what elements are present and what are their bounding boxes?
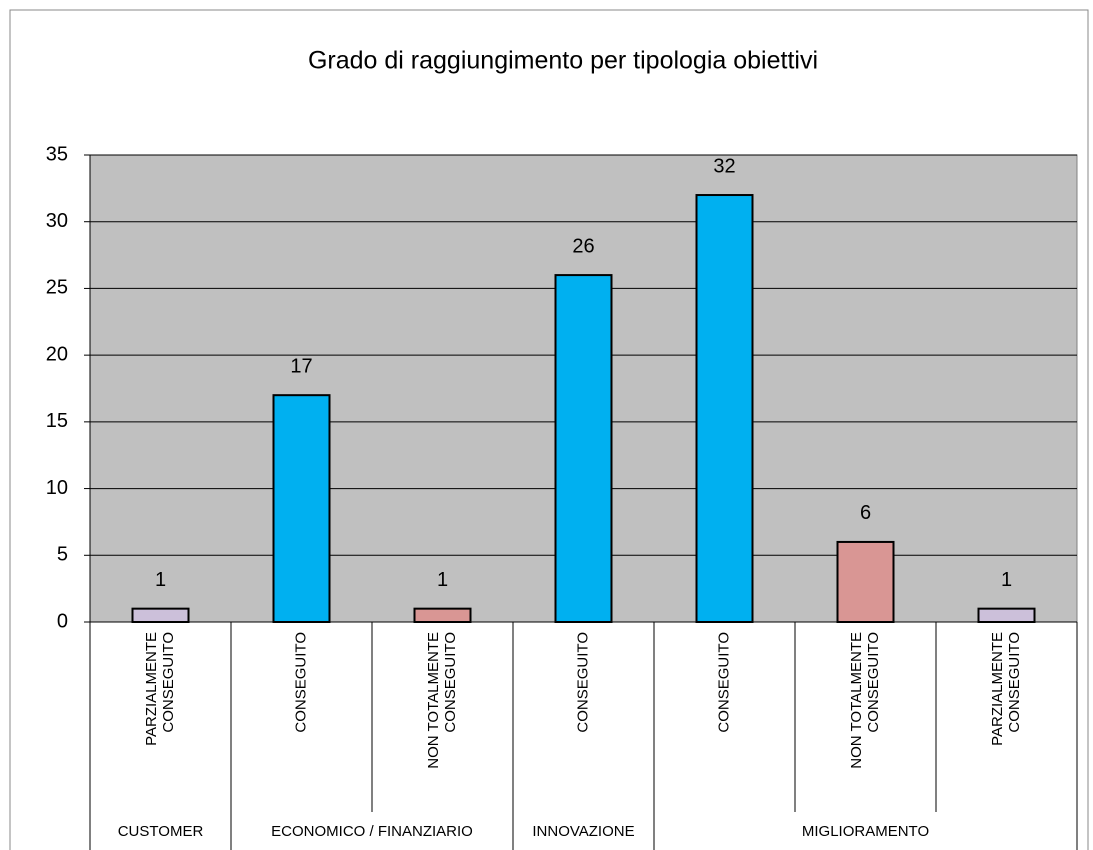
x-tick-label: CONSEGUITO <box>865 632 882 733</box>
data-label: 1 <box>155 569 166 591</box>
y-tick-label: 20 <box>46 343 68 365</box>
bar <box>413 607 472 624</box>
data-label: 26 <box>572 235 594 257</box>
y-tick-label: 25 <box>46 277 68 299</box>
bar <box>695 194 754 623</box>
y-tick-label: 10 <box>46 477 68 499</box>
x-tick-label: CONSEGUITO <box>292 632 309 733</box>
data-label: 1 <box>437 569 448 591</box>
bar <box>272 394 331 623</box>
x-tick-label: CONSEGUITO <box>442 632 459 733</box>
bar <box>131 607 190 624</box>
data-label: 6 <box>860 502 871 524</box>
y-tick-label: 15 <box>46 410 68 432</box>
x-tick-label: PARZIALMENTE <box>989 632 1006 746</box>
x-tick-label: CONSEGUITO <box>715 632 732 733</box>
x-tick-label: NON TOTALMENTE <box>425 632 442 769</box>
x-tick-label: CONSEGUITO <box>1006 632 1023 733</box>
group-label: CUSTOMER <box>118 823 204 840</box>
bar <box>977 607 1036 624</box>
y-tick-label: 35 <box>46 143 68 165</box>
group-label: INNOVAZIONE <box>532 823 634 840</box>
group-label: ECONOMICO / FINANZIARIO <box>271 823 473 840</box>
y-tick-label: 0 <box>57 610 68 632</box>
data-label: 17 <box>290 355 312 377</box>
chart-title: Grado di raggiungimento per tipologia ob… <box>308 47 818 75</box>
data-label: 32 <box>713 155 735 177</box>
x-tick-label: CONSEGUITO <box>160 632 177 733</box>
group-label: MIGLIORAMENTO <box>802 823 929 840</box>
x-tick-label: PARZIALMENTE <box>143 632 160 746</box>
x-tick-label: CONSEGUITO <box>574 632 591 733</box>
bar <box>554 274 613 623</box>
y-tick-label: 30 <box>46 210 68 232</box>
y-tick-label: 5 <box>57 544 68 566</box>
bar <box>836 540 895 624</box>
data-label: 1 <box>1001 569 1012 591</box>
x-tick-label: NON TOTALMENTE <box>848 632 865 769</box>
